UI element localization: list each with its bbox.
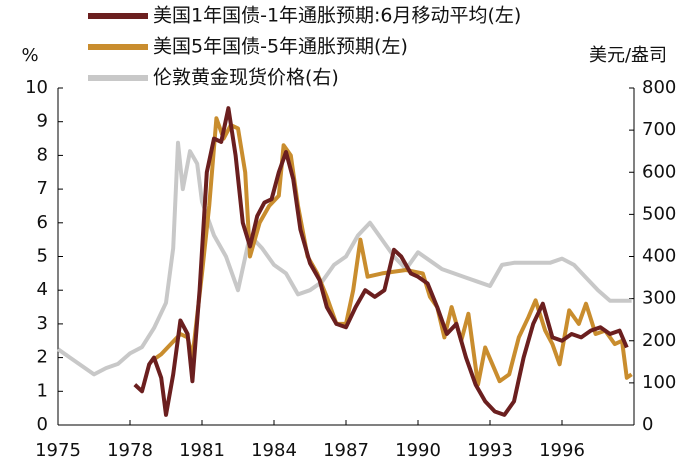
x-tick-label: 1993 [467, 440, 513, 461]
y2-tick-label: 300 [642, 288, 676, 309]
x-tick-label: 1996 [539, 440, 585, 461]
y-tick-label: 0 [37, 414, 48, 435]
y2-tick-label: 700 [642, 119, 676, 140]
y-tick-label: 2 [37, 347, 48, 368]
series-line [56, 140, 632, 377]
x-tick-label: 1975 [35, 440, 81, 461]
x-tick-label: 1978 [107, 440, 153, 461]
y-tick-label: 10 [25, 77, 48, 98]
y-tick-label: 7 [37, 178, 48, 199]
y2-tick-label: 600 [642, 161, 676, 182]
legend-label: 伦敦黄金现货价格(右) [153, 67, 339, 89]
y-tick-label: 3 [37, 313, 48, 334]
x-tick-label: 1981 [179, 440, 225, 461]
x-tick-label: 1990 [395, 440, 441, 461]
series-line [133, 106, 629, 417]
x-tick-label: 1987 [323, 440, 369, 461]
x-tick-label: 1984 [251, 440, 297, 461]
legend-label: 美国5年国债-5年通胀预期(左) [153, 36, 408, 58]
legend-label: 美国1年国债-1年通胀预期:6月移动平均(左) [153, 5, 521, 27]
y-tick-label: 9 [37, 111, 48, 132]
y2-tick-label: 800 [642, 77, 676, 98]
y2-tick-label: 400 [642, 246, 676, 267]
y-tick-label: 5 [37, 246, 48, 267]
y2-tick-label: 0 [642, 414, 653, 435]
y-tick-label: 4 [37, 279, 48, 300]
y-tick-label: 1 [37, 380, 48, 401]
y2-tick-label: 100 [642, 372, 676, 393]
legend: 美国1年国债-1年通胀预期:6月移动平均(左) 美国5年国债-5年通胀预期(左) 伦… [88, 5, 521, 89]
y-axis-label: % [21, 45, 38, 66]
y-tick-label: 8 [37, 144, 48, 165]
y2-tick-label: 500 [642, 203, 676, 224]
series-line [150, 116, 633, 387]
y2-tick-label: 200 [642, 330, 676, 351]
y2-axis-label: 美元/盎司 [589, 45, 667, 66]
y-tick-label: 6 [37, 212, 48, 233]
